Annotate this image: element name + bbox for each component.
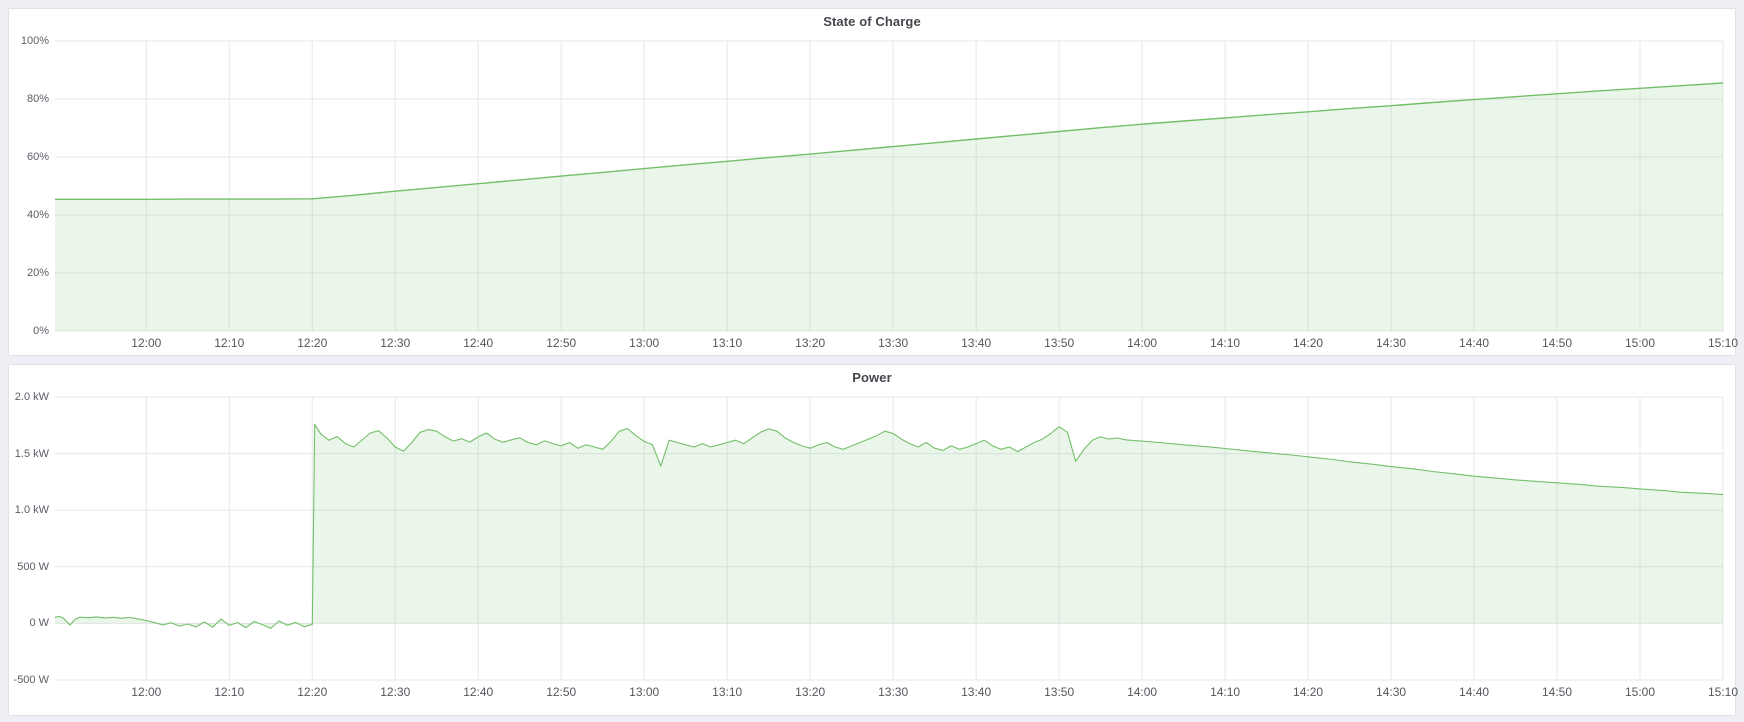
y-tick-label: 0 W: [29, 617, 49, 630]
x-tick-label: 12:10: [214, 336, 245, 350]
x-tick-label: 12:30: [380, 336, 411, 350]
x-tick-label: 14:20: [1293, 685, 1324, 699]
y-tick-label: 500 W: [17, 560, 49, 573]
x-tick-label: 12:00: [131, 685, 162, 699]
x-tick-label: 12:50: [546, 685, 577, 699]
chart-canvas[interactable]: [9, 33, 1735, 355]
x-tick-label: 13:00: [629, 685, 660, 699]
series-area: [55, 424, 1723, 629]
x-tick-label: 14:00: [1127, 336, 1158, 350]
x-tick-label: 12:50: [546, 336, 577, 350]
y-tick-label: 40%: [26, 209, 49, 221]
x-tick-label: 15:10: [1707, 336, 1739, 350]
series-line: [54, 423, 1724, 629]
x-tick-label: 15:00: [1624, 685, 1656, 699]
x-tick-label: 14:40: [1459, 685, 1490, 699]
panel-power: Power -500 W 0 W 500 W 1.0 kW 1.5 kW 2.0 kW 12…: [8, 364, 1738, 716]
y-tick-label: 60%: [26, 151, 49, 163]
y-tick-label: 20%: [26, 267, 49, 279]
x-tick-label: 14:50: [1542, 336, 1573, 350]
y-tick-label: 100%: [20, 35, 49, 47]
x-tick-label: 13:30: [878, 685, 909, 699]
y-tick-label: 80%: [26, 93, 49, 105]
x-tick-label: 13:50: [1044, 336, 1075, 350]
x-tick-label: 14:30: [1376, 685, 1407, 699]
x-tick-label: 14:40: [1459, 336, 1490, 350]
x-tick-label: 13:10: [712, 336, 743, 350]
y-tick-label: 1.5 kW: [14, 447, 49, 460]
y-tick-label: 2.0 kW: [14, 391, 49, 403]
x-tick-label: 15:10: [1707, 685, 1739, 699]
x-tick-label: 12:20: [297, 336, 328, 350]
power-chart[interactable]: -500 W 0 W 500 W 1.0 kW 1.5 kW 2.0 kW 12:00 12:…: [9, 389, 1738, 715]
x-tick-label: 13:30: [878, 336, 909, 350]
x-tick-label: 15:00: [1624, 336, 1656, 350]
x-tick-label: 13:50: [1044, 685, 1075, 699]
x-tick-label: 12:00: [131, 336, 162, 350]
x-tick-label: 13:20: [795, 336, 826, 350]
x-tick-label: 14:00: [1127, 685, 1158, 699]
y-tick-label: 1.0 kW: [14, 504, 49, 517]
x-tick-label: 13:20: [795, 685, 826, 699]
x-tick-label: 14:20: [1293, 336, 1324, 350]
x-tick-label: 12:40: [463, 336, 494, 350]
x-tick-label: 14:10: [1210, 685, 1241, 699]
panel-header: Power: [9, 365, 1735, 389]
x-tick-label: 13:40: [961, 685, 992, 699]
x-tick-label: 12:10: [214, 685, 245, 699]
y-tick-label: 0%: [33, 325, 49, 337]
series-area: [55, 83, 1723, 331]
state-of-charge-chart[interactable]: 0% 20% 40% 60% 80% 100% 12:00 12:10 12:20 12:30 12…: [9, 33, 1738, 355]
x-tick-label: 12:30: [380, 685, 411, 699]
panel-state-of-charge: State of Charge 0% 20% 40% 60% 80% 100% 12:00 1…: [8, 8, 1738, 356]
x-tick-label: 14:50: [1542, 685, 1573, 699]
x-tick-label: 14:30: [1376, 336, 1407, 350]
x-tick-label: 14:10: [1210, 336, 1241, 350]
x-tick-label: 12:40: [463, 685, 494, 699]
y-tick-label: -500 W: [13, 674, 49, 686]
panel-title-state-of-charge[interactable]: State of Charge: [823, 13, 921, 29]
series-line: [55, 82, 1724, 200]
panel-header: State of Charge: [9, 9, 1735, 33]
x-tick-label: 13:40: [961, 336, 992, 350]
panel-title-power[interactable]: Power: [852, 369, 892, 385]
chart-canvas[interactable]: [9, 389, 1735, 715]
x-tick-label: 13:10: [712, 685, 743, 699]
x-tick-label: 13:00: [629, 336, 660, 350]
x-tick-label: 12:20: [297, 685, 328, 699]
